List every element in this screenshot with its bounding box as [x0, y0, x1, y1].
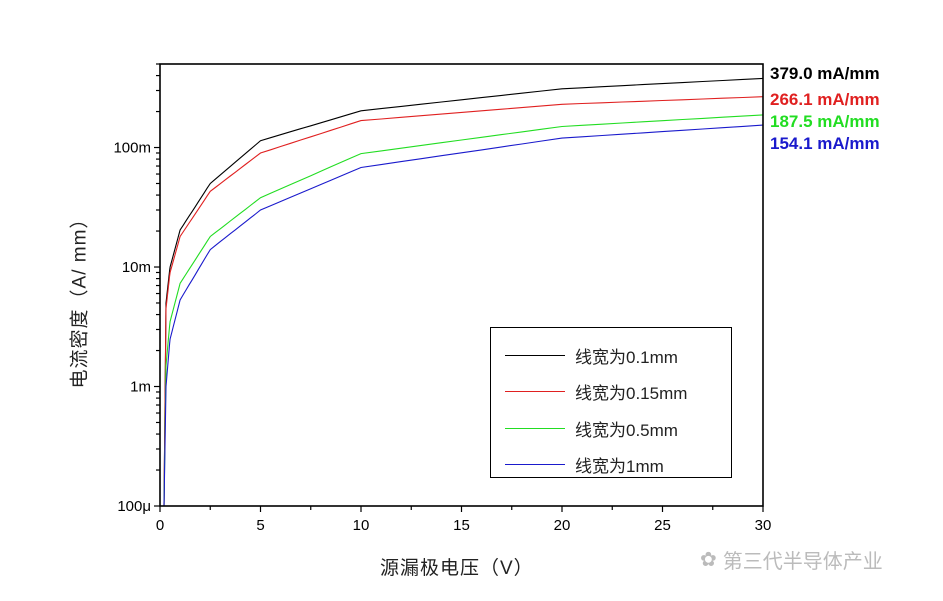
x-tick-label: 30 [755, 517, 772, 534]
x-tick-label: 10 [353, 517, 370, 534]
x-axis-label: 源漏极电压（V） [380, 558, 534, 579]
wechat-icon: ✿ [700, 549, 717, 571]
legend-swatch [505, 390, 565, 392]
legend-item-3: 线宽为1mm [505, 454, 664, 476]
y-tick-label: 100m [113, 140, 151, 157]
y-tick-label: 1m [130, 379, 151, 396]
series-line-3 [163, 124, 764, 507]
series-line-2 [163, 114, 764, 507]
legend-label: 线宽为1mm [575, 456, 664, 476]
y-axis-label: 电流密度（A/ mm） [69, 208, 91, 389]
x-tick-label: 25 [654, 517, 671, 534]
legend-swatch [505, 463, 565, 465]
x-tick-label: 15 [453, 517, 470, 534]
annotation-2: 187.5 mA/mm [770, 112, 880, 131]
annotation-0: 379.0 mA/mm [770, 64, 880, 83]
legend: 线宽为0.1mm 线宽为0.15mm 线宽为0.5mm 线宽为1mm [490, 327, 732, 478]
series-line-0 [163, 77, 764, 507]
legend-item-2: 线宽为0.5mm [505, 418, 678, 440]
y-tick-label: 10m [122, 259, 151, 276]
annotation-1: 266.1 mA/mm [770, 90, 880, 109]
x-tick-label: 20 [554, 517, 571, 534]
legend-label: 线宽为0.15mm [575, 383, 688, 403]
annotation-3: 154.1 mA/mm [770, 134, 880, 153]
watermark: ✿ 第三代半导体产业 [700, 545, 883, 574]
legend-swatch [505, 354, 565, 356]
y-tick-label: 100μ [117, 498, 151, 515]
watermark-text: 第三代半导体产业 [722, 551, 883, 573]
legend-swatch [505, 427, 565, 429]
x-tick-label: 5 [256, 517, 264, 534]
legend-item-1: 线宽为0.15mm [505, 381, 688, 403]
legend-item-0: 线宽为0.1mm [505, 345, 678, 367]
legend-label: 线宽为0.1mm [575, 347, 678, 367]
x-tick-label: 0 [156, 517, 164, 534]
series-line-1 [163, 96, 764, 507]
legend-label: 线宽为0.5mm [575, 420, 678, 440]
